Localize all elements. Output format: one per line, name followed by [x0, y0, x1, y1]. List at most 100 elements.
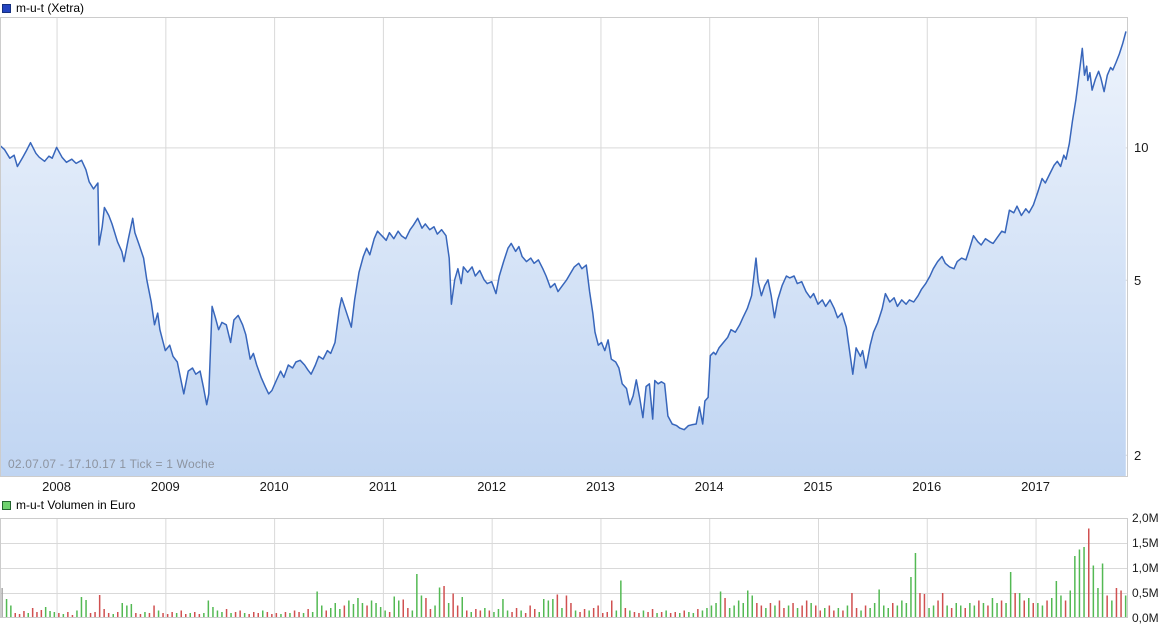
volume-bar — [456, 605, 459, 618]
volume-bar — [62, 614, 65, 618]
volume-bar — [774, 605, 776, 618]
volume-bar — [98, 595, 101, 618]
volume-bar — [583, 609, 586, 618]
price-y-tick-5: 5 — [1134, 272, 1142, 288]
volume-bar — [538, 612, 540, 618]
volume-bar — [1055, 581, 1058, 618]
volume-bar — [121, 603, 123, 618]
volume-bar — [384, 610, 386, 618]
volume-bar — [321, 605, 323, 618]
volume-bar — [171, 612, 173, 618]
volume-bar — [497, 609, 500, 618]
volume-bar — [203, 613, 205, 618]
volume-bar — [31, 608, 34, 618]
volume-bar — [611, 600, 613, 618]
volume-bar — [434, 605, 436, 618]
volume-y-tick-1,5M: 1,5M — [1132, 536, 1159, 550]
volume-bar — [185, 614, 187, 618]
price-chart[interactable] — [0, 17, 1128, 477]
volume-bar — [343, 605, 346, 618]
volume-bar — [1046, 600, 1048, 618]
volume-bar — [298, 612, 300, 618]
volume-bar — [1092, 565, 1095, 618]
volume-bar — [393, 596, 395, 618]
volume-bar — [543, 599, 545, 618]
volume-bar — [361, 603, 364, 618]
volume-bar — [411, 610, 414, 618]
x-tick-2012: 2012 — [477, 479, 507, 494]
volume-bar — [710, 605, 713, 618]
volume-bars — [1, 528, 1127, 618]
volume-bar — [910, 577, 912, 618]
volume-bar — [937, 600, 939, 618]
volume-bar — [534, 609, 536, 618]
volume-bar — [960, 605, 962, 618]
volume-bar — [243, 613, 246, 618]
volume-bar — [1, 588, 3, 618]
volume-bar — [824, 608, 826, 618]
volume-bar — [869, 608, 871, 618]
volume-bar — [49, 611, 51, 618]
volume-bar — [479, 610, 482, 618]
volume-bar — [420, 595, 423, 618]
volume-bar — [987, 605, 989, 618]
volume-bar — [175, 613, 178, 618]
volume-bar — [805, 600, 808, 618]
volume-bar — [597, 605, 599, 618]
volume-bar — [94, 612, 96, 618]
volume-bar — [348, 600, 350, 618]
volume-bar — [311, 612, 314, 618]
volume-bar — [1124, 595, 1127, 618]
volume-y-tick-0,5M: 0,5M — [1132, 586, 1159, 600]
volume-bar — [67, 612, 69, 618]
volume-bar — [212, 607, 214, 618]
volume-bar — [475, 609, 477, 618]
volume-bar — [221, 612, 223, 618]
volume-bar — [1028, 598, 1030, 618]
volume-bar — [447, 603, 450, 618]
volume-bar — [719, 591, 722, 618]
volume-bar — [574, 610, 577, 618]
volume-bar — [207, 600, 210, 618]
volume-bar — [275, 613, 278, 618]
volume-bar — [330, 608, 332, 618]
volume-bar — [452, 593, 454, 618]
volume-bar — [153, 605, 155, 618]
volume-bar — [715, 603, 717, 618]
volume-bar — [339, 609, 341, 618]
volume-bar — [792, 603, 794, 618]
volume-bar — [1023, 600, 1025, 618]
volume-bar — [851, 593, 853, 618]
volume-bar — [262, 610, 264, 618]
volume-bar — [728, 608, 731, 618]
volume-bar — [552, 599, 554, 618]
x-tick-2014: 2014 — [694, 479, 724, 494]
volume-bar — [144, 612, 146, 618]
volume-bar — [80, 597, 83, 618]
volume-bar — [71, 615, 74, 618]
volume-bar — [905, 603, 908, 618]
volume-bar — [955, 603, 957, 618]
volume-bar — [1064, 600, 1067, 618]
x-tick-2008: 2008 — [42, 479, 72, 494]
volume-chart[interactable] — [0, 518, 1128, 618]
volume-bar — [742, 603, 744, 618]
volume-bar — [1037, 603, 1039, 618]
volume-bar — [588, 610, 590, 618]
volume-bar — [1060, 595, 1062, 618]
volume-bar — [1069, 590, 1071, 618]
volume-bar — [783, 608, 785, 618]
volume-bar — [747, 590, 749, 618]
volume-bar — [561, 608, 563, 618]
volume-bar — [883, 605, 885, 618]
volume-bar — [787, 605, 790, 618]
volume-bar — [873, 603, 876, 618]
volume-frame — [0, 518, 1128, 618]
volume-bar — [964, 608, 966, 618]
volume-bar — [36, 612, 38, 618]
volume-bar — [892, 603, 894, 618]
volume-bar — [941, 593, 944, 618]
volume-bar — [230, 613, 232, 618]
volume-bar — [950, 608, 953, 618]
